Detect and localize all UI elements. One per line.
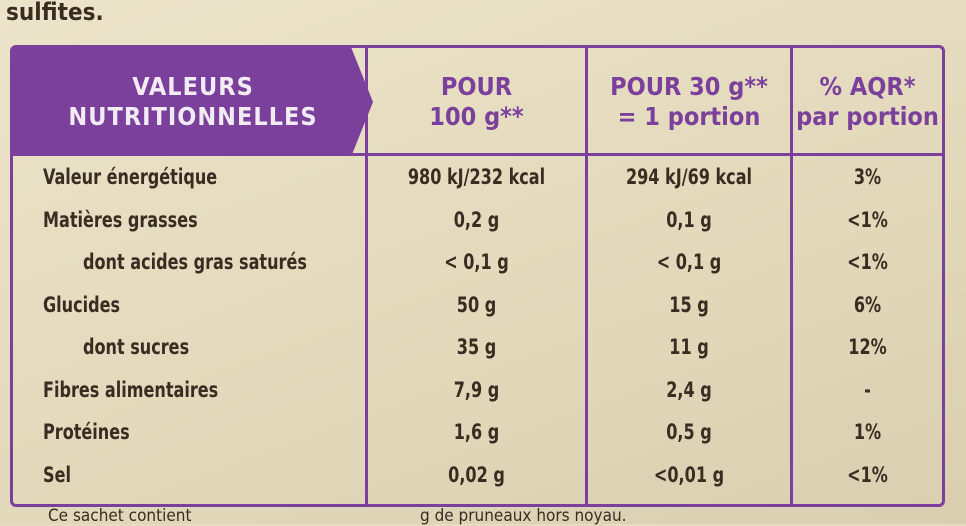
footer-text: g de pruneaux hors noyau. — [420, 506, 627, 526]
footer-text: Ce sachet contient — [48, 506, 192, 526]
header-line: 100 g** — [429, 102, 524, 131]
header-line: VALEURS — [132, 72, 254, 101]
row-label: Valeur énergétique — [43, 165, 218, 189]
top-text: sulfites. — [6, 0, 104, 26]
header-cell: POUR 100 g** — [368, 48, 585, 156]
row-value: 1% — [853, 420, 882, 444]
row-label: dont acides gras saturés — [83, 250, 307, 274]
row-value: 0,1 g — [666, 207, 712, 232]
header-cell: VALEURS NUTRITIONNELLES — [13, 48, 373, 156]
row-label: Matières grasses — [43, 207, 198, 232]
header-cell: % AQR* par portion — [793, 48, 942, 156]
row-value: 1,6 g — [453, 420, 500, 444]
column-divider — [790, 48, 793, 504]
row-value: <1% — [847, 250, 888, 274]
row-value: 15 g — [669, 292, 709, 317]
row-value: 294 kJ/69 kcal — [625, 165, 753, 189]
header-line: par portion — [796, 102, 939, 131]
row-label: Sel — [43, 462, 71, 487]
row-value: < 0,1 g — [656, 250, 722, 274]
row-value: 50 g — [456, 292, 497, 317]
row-value: 35 g — [456, 335, 497, 359]
row-value: 980 kJ/232 kcal — [407, 165, 546, 189]
header-line: NUTRITIONNELLES — [68, 102, 318, 131]
row-value: 6% — [853, 292, 882, 317]
column-divider — [585, 48, 588, 504]
row-label: Fibres alimentaires — [43, 377, 219, 402]
header-line: POUR — [440, 72, 513, 101]
row-value: <1% — [847, 207, 888, 232]
row-label: Protéines — [43, 420, 130, 444]
row-value: <0,01 g — [653, 462, 725, 487]
row-value: 12% — [848, 335, 887, 359]
row-value: 7,9 g — [453, 377, 500, 402]
row-label: dont sucres — [83, 335, 190, 359]
row-value: 0,02 g — [448, 462, 505, 487]
row-value: 2,4 g — [666, 377, 712, 402]
header-line: = 1 portion — [617, 102, 761, 131]
row-label: Glucides — [43, 292, 121, 317]
header-line: POUR 30 g** — [610, 72, 768, 101]
row-value: - — [864, 377, 871, 402]
header-line: % AQR* — [819, 72, 916, 101]
row-value: 11 g — [669, 335, 709, 359]
header-divider — [13, 153, 942, 156]
row-value: 3% — [853, 165, 882, 189]
row-value: <1% — [847, 462, 888, 487]
row-value: 0,2 g — [453, 207, 500, 232]
header-cell: POUR 30 g** = 1 portion — [588, 48, 790, 156]
row-value: 0,5 g — [666, 420, 712, 444]
nutrition-table: VALEURS NUTRITIONNELLES POUR 100 g** POUR 30… — [10, 45, 945, 507]
row-value: < 0,1 g — [444, 250, 509, 274]
column-divider — [365, 48, 368, 504]
